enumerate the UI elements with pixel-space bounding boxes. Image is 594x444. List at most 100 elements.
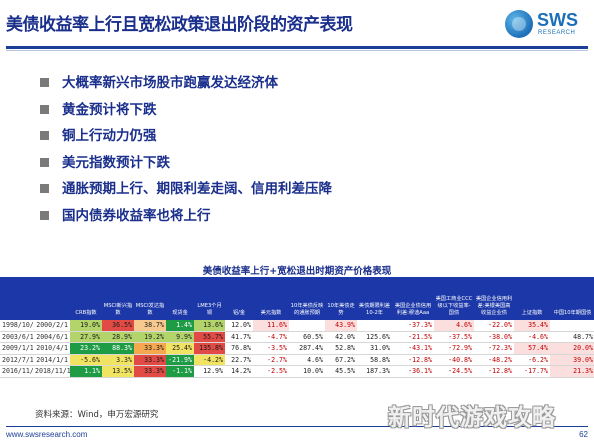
value-cell: -17.7% <box>514 365 550 378</box>
value-cell: 12.9% <box>194 365 225 378</box>
column-header: 10年美债反映的通胀预期 <box>289 277 325 320</box>
date-cell: 2010/4/1 <box>33 342 70 355</box>
value-cell: 43.9% <box>325 320 357 332</box>
column-header: 现货金 <box>166 277 194 320</box>
date-cell: 1998/10/1 <box>0 320 33 332</box>
bullet-text: 黄金预计将下跌 <box>62 101 157 118</box>
bullet-item: 国内债券收益率也将上行 <box>40 203 332 230</box>
square-bullet-icon <box>40 157 49 167</box>
watermark-text: 新时代游戏攻略 <box>388 405 556 431</box>
value-cell: -4.2% <box>194 354 225 366</box>
value-cell: 57.4% <box>514 342 550 355</box>
bullet-text: 铜上行动力仍强 <box>62 128 157 144</box>
value-cell: 35.4% <box>514 320 550 332</box>
value-cell: -2.7% <box>253 354 289 366</box>
value-cell: -22.0% <box>474 320 514 332</box>
value-cell: -40.8% <box>434 354 474 366</box>
table-row: 2016/11/12018/11/11.1%13.5%33.3%-1.1%12.… <box>0 365 594 378</box>
value-cell: 13.6% <box>194 320 225 332</box>
bullet-list: 大概率新兴市场股市跑赢发达经济体 黄金预计将下跌 铜上行动力仍强 美元指数预计下… <box>40 70 332 229</box>
column-header: 美债期限利差10-2年 <box>357 277 392 320</box>
table-header-row: CRB指数 MSCI新兴指数 MSCI发达指数 现货金 LME3个月铜 铝/金 美元指数 10… <box>0 277 594 320</box>
value-cell: 20.0% <box>550 342 594 355</box>
value-cell: -4.6% <box>514 331 550 343</box>
date-cell: 2009/1/1 <box>0 342 33 355</box>
value-cell: -12.8% <box>474 365 514 378</box>
value-cell: -3.5% <box>253 342 289 355</box>
value-cell: 135.8% <box>194 342 225 355</box>
value-cell: 52.8% <box>325 342 357 355</box>
value-cell: 33.3% <box>134 354 166 366</box>
column-header: 铝/金 <box>225 277 253 320</box>
value-cell: 125.6% <box>357 331 392 343</box>
bullet-text: 大概率新兴市场股市跑赢发达经济体 <box>62 75 278 91</box>
value-cell: -2.5% <box>253 365 289 378</box>
value-cell: 42.0% <box>325 331 357 343</box>
value-cell: -43.1% <box>392 342 434 355</box>
bullet-item: 美元指数预计下跌 <box>40 150 332 177</box>
value-cell: 48.7% <box>550 331 594 343</box>
value-cell: 4.6% <box>434 320 474 332</box>
date-cell: 2003/6/1 <box>0 331 33 343</box>
footer-url: www.swsresearch.com <box>6 430 88 439</box>
column-header: 美国企业信用利差:美银美国高收益企业债 <box>474 277 514 320</box>
asset-performance-table-wrapper: CRB指数 MSCI新兴指数 MSCI发达指数 现货金 LME3个月铜 铝/金 美元指数 10… <box>0 277 594 378</box>
value-cell: 60.5% <box>289 331 325 343</box>
value-cell: -37.3% <box>392 320 434 332</box>
value-cell: 58.8% <box>357 354 392 366</box>
table-row: 2009/1/1 2010/4/1 23.2% 88.3% 33.3% 25.4% 135.… <box>0 342 594 355</box>
bullet-item: 通胀预期上行、期限利差走阔、信用利差压降 <box>40 176 332 203</box>
square-bullet-icon <box>40 104 49 114</box>
value-cell: 76.8% <box>225 342 253 355</box>
value-cell: 55.7% <box>194 331 225 343</box>
value-cell: 23.2% <box>70 342 102 355</box>
date-cell: 2012/7/1 <box>0 354 33 366</box>
logo-text: SWS <box>537 10 579 30</box>
source-note: 资料来源：Wind，申万宏源研究 <box>35 410 159 420</box>
value-cell <box>357 320 392 332</box>
value-cell: -4.7% <box>253 331 289 343</box>
column-header: LME3个月铜 <box>194 277 225 320</box>
bullet-item: 铜上行动力仍强 <box>40 123 332 150</box>
value-cell: -24.5% <box>434 365 474 378</box>
bullet-text: 通胀预期上行、期限利差走阔、信用利差压降 <box>62 181 332 197</box>
column-header <box>33 277 70 320</box>
column-header: 美国工商业CCC级以下收益率-国债 <box>434 277 474 320</box>
column-header: 10年美债走势 <box>325 277 357 320</box>
value-cell: 39.0% <box>550 354 594 366</box>
bullet-item: 大概率新兴市场股市跑赢发达经济体 <box>40 70 332 97</box>
bullet-item: 黄金预计将下跌 <box>40 97 332 124</box>
value-cell: 13.5% <box>102 365 134 378</box>
value-cell: 33.3% <box>134 342 166 355</box>
column-header <box>0 277 33 320</box>
asset-performance-table: CRB指数 MSCI新兴指数 MSCI发达指数 现货金 LME3个月铜 铝/金 美元指数 10… <box>0 277 594 378</box>
value-cell: 4.6% <box>289 354 325 366</box>
value-cell: 31.0% <box>357 342 392 355</box>
square-bullet-icon <box>40 131 49 140</box>
column-header: 美国企业债信用利差:穆迪Aaa <box>392 277 434 320</box>
value-cell: 187.3% <box>357 365 392 378</box>
value-cell: -21.9% <box>166 354 194 366</box>
value-cell: 25.4% <box>166 342 194 355</box>
table-row: 2003/6/1 2004/6/1 27.9% 28.9% 19.2% 9.9% 55.7%… <box>0 331 594 343</box>
value-cell: -6.2% <box>514 354 550 366</box>
value-cell: 287.4% <box>289 342 325 355</box>
date-cell: 2000/2/1 <box>33 320 70 332</box>
value-cell: 12.0% <box>225 320 253 332</box>
value-cell <box>289 320 325 332</box>
value-cell: 28.9% <box>102 331 134 343</box>
value-cell: 45.5% <box>325 365 357 378</box>
value-cell: 88.3% <box>102 342 134 355</box>
value-cell: -48.2% <box>474 354 514 366</box>
value-cell: -1.1% <box>166 365 194 378</box>
value-cell: -38.0% <box>474 331 514 343</box>
value-cell: 38.7% <box>134 320 166 332</box>
value-cell: 1.1% <box>70 365 102 378</box>
column-header: 中国10年期国债 <box>550 277 594 320</box>
bullet-text: 国内债券收益率也将上行 <box>62 207 211 224</box>
value-cell: -5.6% <box>70 354 102 366</box>
value-cell: 41.7% <box>225 331 253 343</box>
value-cell <box>550 320 594 332</box>
value-cell: 14.2% <box>225 365 253 378</box>
column-header: MSCI发达指数 <box>134 277 166 320</box>
